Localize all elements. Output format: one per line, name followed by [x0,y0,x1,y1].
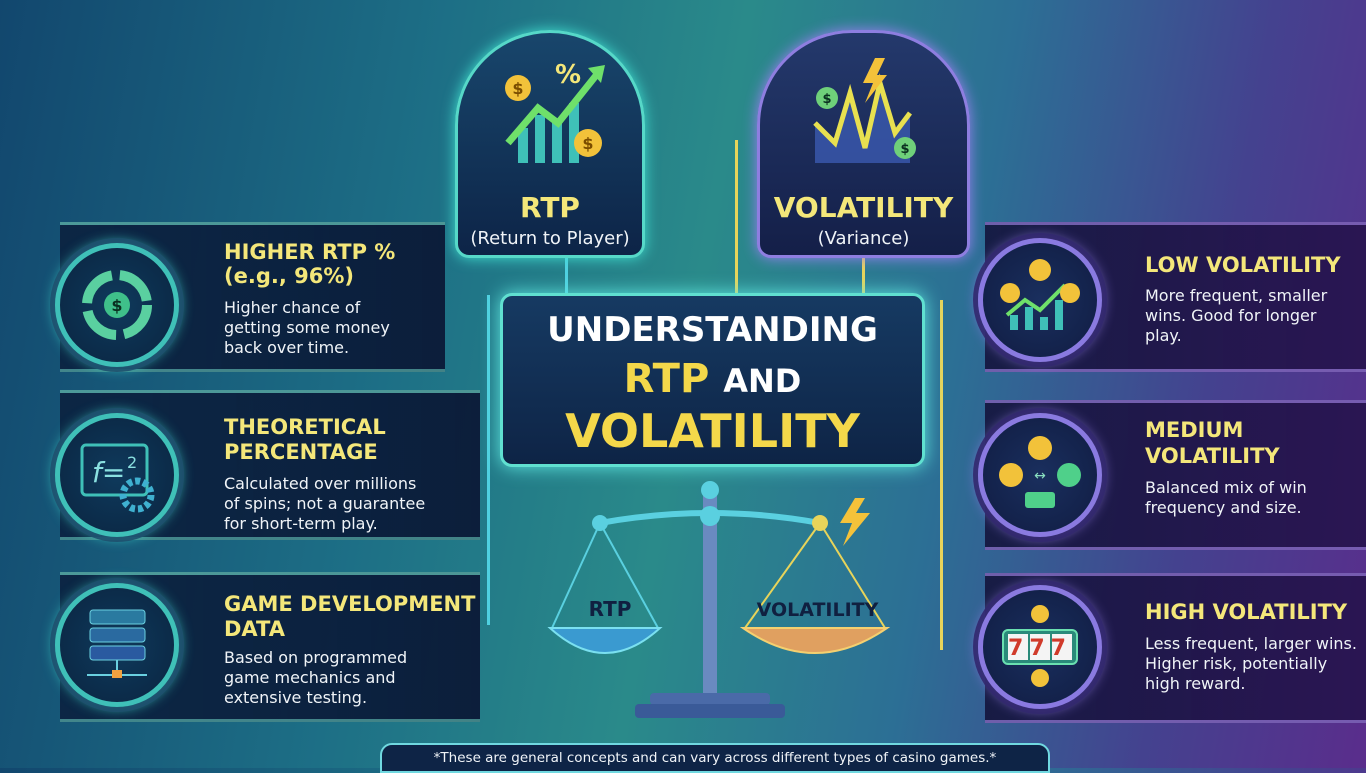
svg-text:$: $ [900,142,909,157]
body-line: Less frequent, larger wins. [1145,634,1357,653]
formula-gear-icon: f= 2 [55,413,179,537]
slot-machine-777-icon: 777 [978,585,1102,709]
body-line: Based on programmed [224,648,408,667]
rtp-card-title: RTP [520,191,580,224]
title-and: AND [723,362,802,400]
volatility-card-title: VOLATILITY [773,191,954,224]
svg-text:↔: ↔ [1034,468,1046,484]
right-item-title: MEDIUM [1145,418,1244,442]
scale-left-label: RTP [588,597,632,621]
left-item-title: HIGHER RTP % [224,240,396,264]
svg-text:$: $ [512,79,523,98]
volatility-card: $ $ VOLATILITY (Variance) [757,30,970,258]
connector [862,258,865,294]
coins-balance-icon: ↔ [978,413,1102,537]
balance-scale-icon [547,481,891,718]
right-item-body: Balanced mix of win frequency and size. [1145,478,1307,518]
body-line: high reward. [1145,674,1246,693]
body-line: for short-term play. [224,514,378,533]
svg-text:%: % [555,60,581,90]
right-item-body: More frequent, smaller wins. Good for lon… [1145,286,1327,346]
footer-disclaimer: *These are general concepts and can vary… [380,743,1050,773]
svg-text:$: $ [111,296,122,315]
left-item-title2: (e.g., 96%) [224,264,354,288]
svg-text:$: $ [582,134,593,153]
left-item-title2: PERCENTAGE [224,440,378,464]
volatile-chart-lightning-icon: $ $ [813,58,916,163]
left-item-title: THEORETICAL [224,415,386,439]
body-line: Higher chance of [224,298,361,317]
rising-chart-coins-icon: $ $ % [505,60,605,163]
body-line: extensive testing. [224,688,368,707]
title-line1: UNDERSTANDING [547,310,878,350]
left-item-body: Calculated over millions of spins; not a … [224,474,425,534]
reel-digits: 777 [1008,636,1072,661]
rtp-card: $ $ % RTP (Return to Player) [455,30,645,258]
title-rtp: RTP [623,356,710,402]
body-line: Balanced mix of win [1145,478,1307,497]
right-item-body: Less frequent, larger wins. Higher risk, … [1145,634,1357,694]
right-item-title: LOW VOLATILITY [1145,253,1341,277]
server-icon [55,583,179,707]
body-line: of spins; not a guarantee [224,494,426,513]
rtp-card-subtitle: (Return to Player) [470,228,630,249]
body-line: More frequent, smaller [1145,286,1328,305]
right-item-title2: VOLATILITY [1145,444,1280,468]
body-line: frequency and size. [1145,498,1302,517]
body-line: Calculated over millions [224,474,417,493]
center-title-box: UNDERSTANDING RTP AND VOLATILITY [500,293,925,467]
body-line: wins. Good for longer [1145,306,1317,325]
svg-text:f=: f= [92,456,125,489]
connector [565,258,568,294]
volatility-card-subtitle: (Variance) [817,228,910,249]
left-item-body: Based on programmed game mechanics and ext… [224,648,407,708]
left-item-body: Higher chance of getting some money back o… [224,298,390,358]
cycle-dollar-icon: $ [55,243,179,367]
body-line: game mechanics and [224,668,396,687]
coins-bar-chart-icon [978,238,1102,362]
left-item-title: GAME DEVELOPMENT [224,592,476,616]
body-line: play. [1145,326,1182,345]
svg-text:$: $ [822,92,831,107]
body-line: back over time. [224,338,350,357]
svg-text:2: 2 [127,453,137,472]
right-item-title: HIGH VOLATILITY [1145,600,1348,624]
title-line3: VOLATILITY [565,404,860,458]
left-item-title2: DATA [224,617,286,641]
connector [735,140,738,295]
title-line2: RTP AND [503,356,922,402]
connector [940,300,943,650]
body-line: getting some money [224,318,390,337]
body-line: Higher risk, potentially [1145,654,1328,673]
connector [487,295,490,625]
scale-right-label: VOLATILITY [756,599,879,621]
